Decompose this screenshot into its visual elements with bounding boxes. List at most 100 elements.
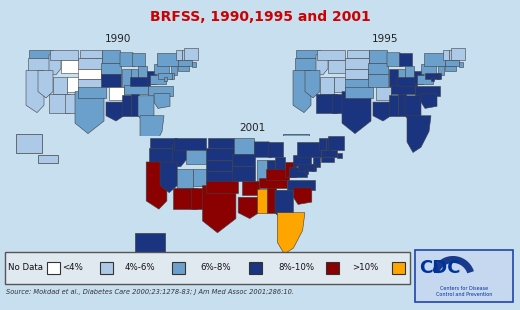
Bar (305, 154, 325, 163)
Polygon shape (101, 63, 121, 74)
Polygon shape (101, 74, 121, 87)
Polygon shape (182, 50, 187, 61)
Polygon shape (160, 162, 177, 193)
Polygon shape (334, 77, 353, 91)
Polygon shape (398, 91, 406, 116)
Polygon shape (267, 186, 276, 213)
Polygon shape (345, 69, 368, 79)
Bar (326, 262, 339, 274)
Polygon shape (67, 77, 86, 91)
Polygon shape (176, 50, 182, 60)
Polygon shape (391, 85, 415, 94)
Polygon shape (53, 77, 67, 94)
Polygon shape (398, 69, 405, 87)
Polygon shape (305, 71, 320, 98)
Bar (285, 47, 485, 153)
Polygon shape (184, 47, 198, 60)
Polygon shape (122, 95, 131, 116)
Polygon shape (233, 138, 254, 154)
Polygon shape (170, 73, 174, 79)
Polygon shape (131, 69, 138, 87)
Text: CDC: CDC (419, 259, 461, 277)
Bar (160, 256, 183, 265)
Polygon shape (445, 66, 456, 71)
Polygon shape (102, 50, 120, 63)
Bar (137, 136, 367, 254)
Polygon shape (332, 94, 351, 113)
Polygon shape (29, 50, 53, 58)
Polygon shape (317, 50, 345, 60)
Polygon shape (449, 50, 454, 61)
Polygon shape (368, 74, 388, 87)
Polygon shape (148, 86, 173, 96)
Polygon shape (337, 153, 342, 158)
Polygon shape (328, 60, 347, 73)
Bar (5, 252, 410, 284)
Polygon shape (146, 162, 167, 209)
Polygon shape (293, 71, 311, 113)
Polygon shape (316, 55, 328, 75)
Polygon shape (437, 73, 441, 79)
Polygon shape (459, 62, 463, 68)
Polygon shape (154, 94, 170, 108)
Polygon shape (293, 155, 310, 166)
Polygon shape (130, 77, 150, 86)
Polygon shape (321, 157, 334, 162)
Polygon shape (277, 213, 305, 254)
Polygon shape (328, 136, 344, 150)
Polygon shape (109, 87, 124, 100)
Polygon shape (154, 64, 169, 74)
Bar (392, 262, 405, 274)
Polygon shape (209, 138, 233, 148)
Polygon shape (345, 58, 369, 69)
Polygon shape (321, 150, 337, 157)
Polygon shape (296, 50, 320, 58)
Polygon shape (320, 77, 334, 94)
Polygon shape (131, 91, 139, 116)
Polygon shape (425, 73, 439, 79)
Polygon shape (432, 256, 474, 273)
Bar (135, 233, 165, 254)
Bar (249, 262, 262, 274)
Polygon shape (28, 58, 51, 71)
Polygon shape (232, 154, 255, 166)
Polygon shape (138, 96, 154, 121)
Polygon shape (193, 169, 215, 186)
Polygon shape (312, 164, 316, 171)
Polygon shape (50, 50, 78, 60)
Polygon shape (177, 169, 193, 188)
Polygon shape (287, 180, 315, 190)
Polygon shape (173, 144, 187, 167)
Bar (18, 47, 218, 153)
Polygon shape (417, 75, 433, 84)
Polygon shape (289, 167, 307, 177)
Text: 1995: 1995 (372, 34, 398, 45)
Polygon shape (298, 164, 314, 171)
Bar (172, 262, 185, 274)
Polygon shape (61, 60, 80, 73)
Polygon shape (232, 166, 255, 181)
Polygon shape (259, 179, 287, 188)
Polygon shape (238, 197, 259, 219)
Polygon shape (445, 60, 459, 66)
Polygon shape (319, 138, 326, 150)
Polygon shape (150, 138, 177, 148)
Polygon shape (78, 79, 102, 90)
Polygon shape (191, 188, 213, 209)
Bar (415, 250, 513, 302)
Polygon shape (242, 181, 259, 195)
Text: No Data: No Data (8, 264, 43, 272)
Polygon shape (65, 94, 84, 113)
Polygon shape (49, 94, 70, 113)
Polygon shape (451, 47, 465, 60)
Polygon shape (342, 91, 371, 134)
Polygon shape (150, 75, 166, 84)
Polygon shape (173, 188, 197, 209)
Polygon shape (368, 63, 388, 74)
Polygon shape (26, 71, 44, 113)
Polygon shape (206, 181, 238, 193)
Polygon shape (75, 91, 104, 134)
Text: 2001: 2001 (239, 123, 265, 133)
Polygon shape (78, 58, 102, 69)
Polygon shape (414, 71, 423, 84)
